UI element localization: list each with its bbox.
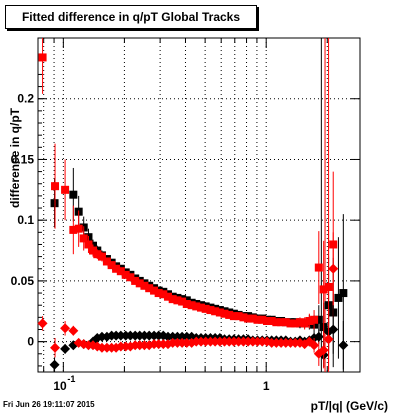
plot-frame xyxy=(37,37,361,373)
data-point xyxy=(328,263,339,274)
data-point xyxy=(74,224,83,233)
data-point xyxy=(319,285,328,294)
data-point xyxy=(38,53,47,62)
y-tick-label: 0.1 xyxy=(17,213,34,227)
data-point xyxy=(215,308,224,317)
data-point xyxy=(107,261,116,270)
data-point xyxy=(286,319,295,328)
y-axis-label: difference in q/pT xyxy=(8,107,22,208)
data-point xyxy=(79,234,88,243)
data-point xyxy=(220,309,229,318)
data-point xyxy=(121,270,130,279)
data-point xyxy=(272,318,281,327)
data-point xyxy=(37,318,48,329)
data-point xyxy=(334,293,343,302)
data-point xyxy=(338,340,349,351)
data-markers xyxy=(37,38,349,372)
data-point xyxy=(112,264,121,273)
series-2 xyxy=(49,305,349,372)
data-point xyxy=(310,315,319,324)
data-point xyxy=(314,263,323,272)
data-point xyxy=(187,301,196,310)
data-point xyxy=(300,319,309,328)
title-box: Fitted difference in q/pT Global Tracks xyxy=(5,5,257,29)
data-point xyxy=(50,342,61,353)
data-point xyxy=(140,281,149,290)
data-point xyxy=(318,345,329,356)
y-tick-label: 0.15 xyxy=(11,152,35,166)
data-point xyxy=(150,286,159,295)
data-point xyxy=(324,282,333,291)
data-point xyxy=(258,315,267,324)
data-point xyxy=(61,185,70,194)
data-point xyxy=(159,290,168,299)
y-tick-label: 0.05 xyxy=(11,274,35,288)
data-point xyxy=(173,296,182,305)
x-axis-label: pT/|q| (GeV/c) xyxy=(311,399,388,413)
data-point xyxy=(305,316,314,325)
data-point xyxy=(234,312,243,321)
data-point xyxy=(68,325,79,336)
data-point xyxy=(267,316,276,325)
timestamp-footer: Fri Jun 26 19:11:07 2015 xyxy=(3,400,95,409)
x-tick-label-exponent: -1 xyxy=(67,374,75,384)
axis-ticks: 0 0.05 0.1 0.15 0.2 10 -1 1 xyxy=(11,38,360,393)
data-point xyxy=(84,240,93,249)
data-point xyxy=(126,273,135,282)
data-point xyxy=(51,182,60,191)
data-point xyxy=(211,307,220,316)
data-point xyxy=(163,292,172,301)
data-point xyxy=(313,331,324,342)
data-point xyxy=(201,304,210,313)
data-point xyxy=(135,279,144,288)
data-point xyxy=(248,314,257,323)
data-point xyxy=(225,310,234,319)
series-1 xyxy=(38,38,338,348)
data-point xyxy=(291,319,300,328)
data-point xyxy=(244,314,253,323)
series-3 xyxy=(37,232,339,370)
data-point xyxy=(182,299,191,308)
data-point xyxy=(277,318,286,327)
data-point xyxy=(328,324,339,335)
data-point xyxy=(196,303,205,312)
data-point xyxy=(229,312,238,321)
data-point xyxy=(309,340,320,351)
data-point xyxy=(323,334,334,345)
data-point xyxy=(262,316,271,325)
data-point xyxy=(168,295,177,304)
data-point xyxy=(154,289,163,298)
data-point xyxy=(339,289,348,298)
y-tick-label: 0.2 xyxy=(17,92,34,106)
data-point xyxy=(206,306,215,315)
data-point xyxy=(281,318,290,327)
x-tick-label: 1 xyxy=(263,379,270,393)
data-point xyxy=(178,297,187,306)
y-tick-label: 0 xyxy=(27,335,34,349)
data-point xyxy=(88,246,97,255)
data-point xyxy=(102,257,111,266)
data-point xyxy=(145,284,154,293)
data-point xyxy=(295,318,304,327)
data-point xyxy=(131,276,140,285)
data-point xyxy=(253,315,262,324)
data-point xyxy=(49,359,60,370)
data-point xyxy=(192,302,201,311)
data-point xyxy=(60,343,71,354)
data-point xyxy=(314,315,323,324)
data-point xyxy=(69,190,78,199)
data-point xyxy=(116,267,125,276)
data-point xyxy=(93,250,102,259)
data-point xyxy=(97,252,106,261)
data-point xyxy=(69,225,78,234)
x-tick-label: 10 xyxy=(53,379,67,393)
data-point xyxy=(60,323,71,334)
chart-title: Fitted difference in q/pT Global Tracks xyxy=(21,10,241,24)
data-point xyxy=(239,313,248,322)
